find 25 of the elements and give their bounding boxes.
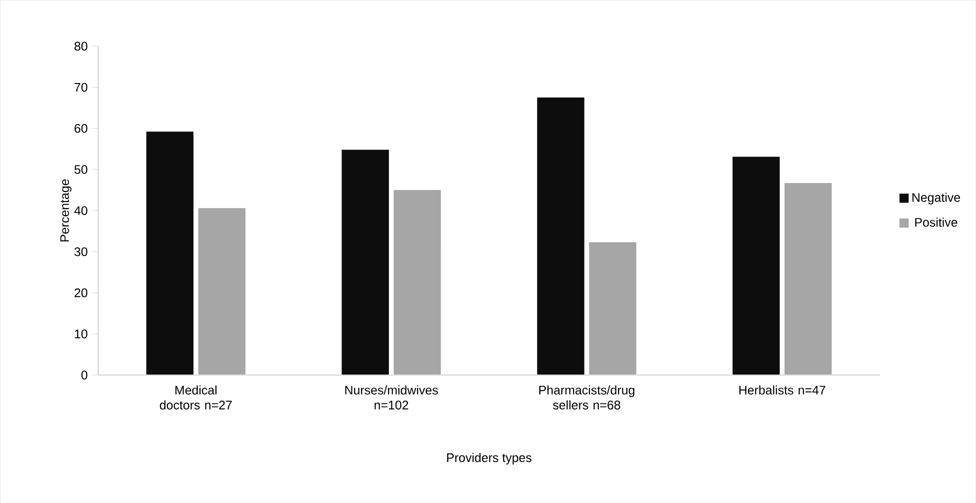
y-tick-label: 80	[74, 42, 88, 51]
y-tick-label: 70	[74, 82, 88, 92]
y-tick-label: 50	[74, 165, 88, 174]
y-tick-label: 60	[74, 124, 88, 133]
bar	[392, 189, 442, 375]
bar	[197, 207, 246, 375]
x-tick-label: Medical doctors n=27	[160, 385, 232, 410]
y-tick-label: 30	[74, 247, 88, 256]
x-axis-title: Providers types	[447, 452, 532, 464]
y-tick-label: 0	[81, 370, 88, 380]
y-tick-label: 10	[74, 329, 88, 338]
legend-label: Positive	[915, 218, 958, 227]
legend-label: Negative	[912, 192, 960, 204]
y-axis-title: Percentage	[60, 179, 72, 242]
bar	[145, 130, 194, 375]
x-tick-label: Pharmacists/drug sellers n=68	[539, 385, 634, 410]
bar	[536, 96, 586, 375]
x-tick-label: Nurses/midwives n=102	[345, 385, 438, 410]
y-tick-label: 40	[74, 206, 88, 215]
bar	[732, 156, 781, 375]
y-tick-label: 20	[74, 288, 88, 298]
bar	[340, 148, 390, 375]
x-tick-label: Herbalists n=47	[739, 385, 826, 394]
bar	[588, 241, 638, 375]
bar	[784, 182, 833, 375]
